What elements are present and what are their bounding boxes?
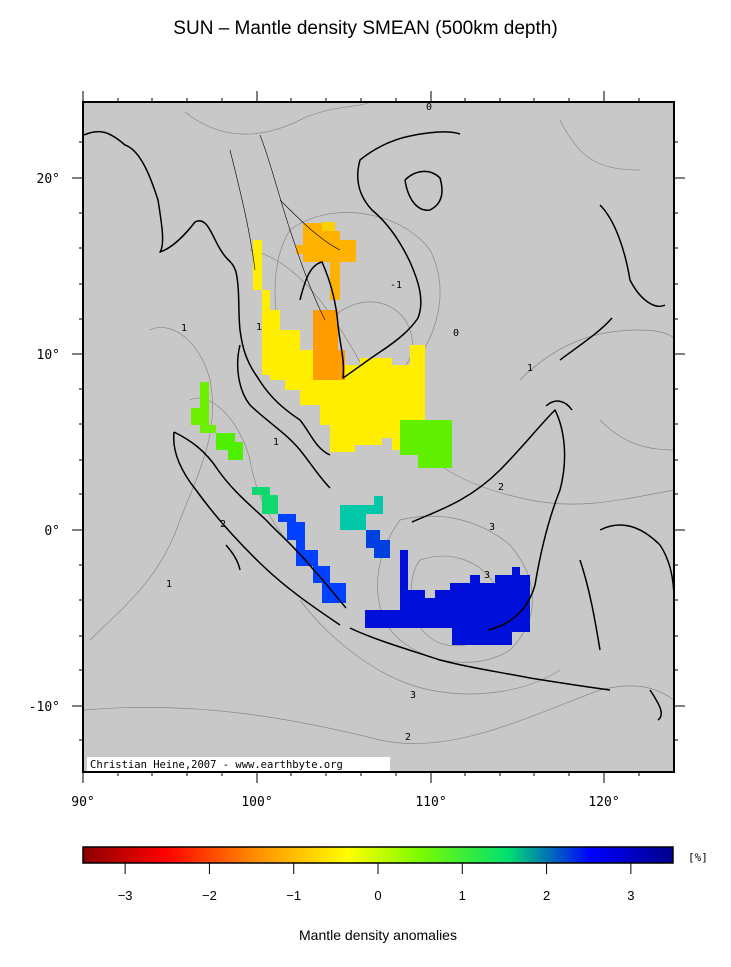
contour-label: 0 [426, 102, 432, 113]
contour-label: 2 [405, 732, 411, 743]
contour-label: 1 [181, 323, 187, 334]
contour-label: 3 [489, 522, 495, 533]
map-title: SUN – Mantle density SMEAN (500km depth) [173, 18, 558, 39]
anomaly-cell [216, 433, 243, 460]
colorbar-tick-label: −2 [202, 888, 217, 903]
y-tick-label: 0° [44, 524, 60, 539]
anomaly-cell [296, 223, 356, 300]
x-tick-label: 100° [241, 795, 272, 810]
contour-label: 1 [166, 579, 172, 590]
contour-label: 1 [256, 322, 262, 333]
colorbar-tick-label: 1 [459, 888, 466, 903]
contour-label: 2 [220, 519, 226, 530]
colorbar-tick-label: 2 [543, 888, 550, 903]
x-tick-label: 110° [415, 795, 446, 810]
contour-label: 3 [410, 690, 416, 701]
credit-text: Christian Heine,2007 - www.earthbyte.org [90, 759, 343, 771]
contour-label: 2 [498, 482, 504, 493]
map-frame [82, 101, 675, 773]
contour-label: -1 [390, 280, 402, 291]
anomaly-cell [278, 514, 346, 603]
anomaly-cell [252, 487, 278, 514]
y-tick-label: 10° [37, 348, 60, 363]
colorbar-tick-label: −3 [118, 888, 133, 903]
colorbar-tick-label: −1 [286, 888, 301, 903]
x-tick-label: 90° [71, 795, 94, 810]
anomaly-cell [340, 496, 383, 530]
anomaly-cell [400, 420, 452, 468]
y-tick-label: 20° [37, 172, 60, 187]
anomaly-cell [191, 382, 216, 433]
anomaly-cell [253, 240, 425, 452]
coastlines [83, 130, 675, 721]
credit-box [87, 757, 390, 771]
colorbar-ticks: −3 −2 −1 0 1 2 3 [118, 863, 634, 903]
x-tick-label: 120° [588, 795, 619, 810]
anomaly-cell [365, 550, 530, 645]
colorbar [82, 846, 674, 864]
rivers [229, 134, 341, 321]
colorbar-tick-label: 0 [374, 888, 381, 903]
frame-ticks [72, 91, 685, 783]
anomaly-cell [313, 310, 345, 380]
contour-label: 3 [484, 570, 490, 581]
anomaly-cells [191, 222, 530, 645]
anomaly-cell [366, 530, 390, 558]
colorbar-tick-label: 3 [627, 888, 634, 903]
colorbar-title: Mantle density anomalies [299, 927, 457, 943]
anomaly-cell [322, 222, 335, 231]
y-tick-label: -10° [29, 700, 60, 715]
contour-label: 1 [273, 437, 279, 448]
colorbar-unit: [%] [688, 851, 708, 864]
contour-label: 1 [527, 363, 533, 374]
contour-label: 0 [453, 328, 459, 339]
